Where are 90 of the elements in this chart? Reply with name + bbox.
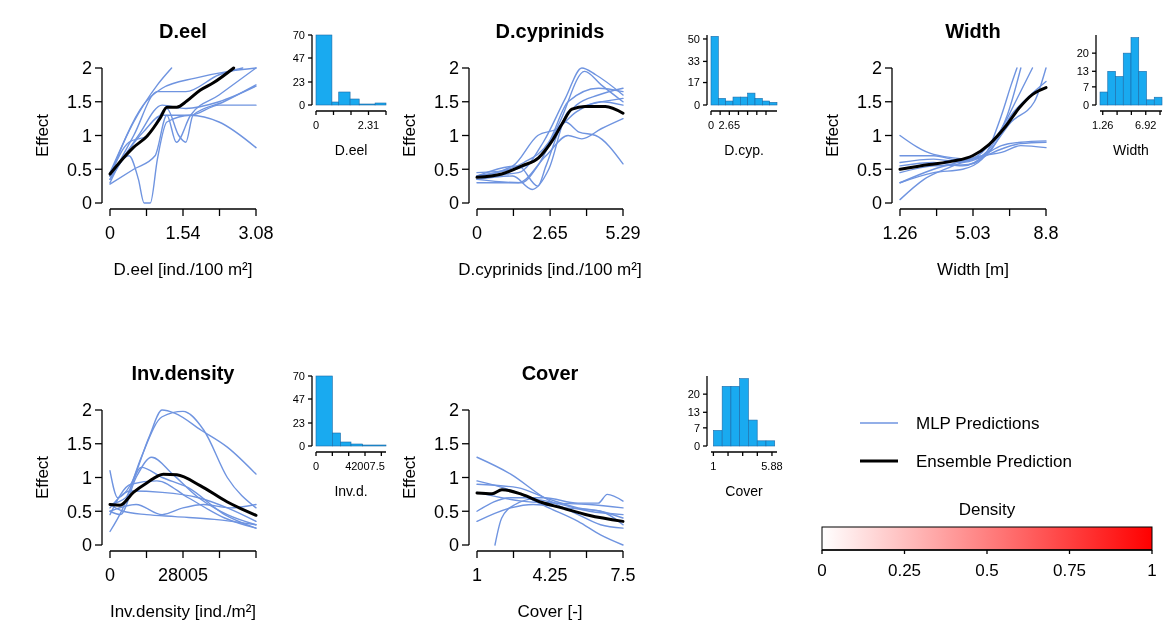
x-tick-label: 28005 <box>157 565 209 586</box>
y-tick-label: 0.5 <box>433 159 459 180</box>
x-tick-label: 6.92 <box>1135 119 1157 132</box>
y-tick-label: 0 <box>693 98 700 111</box>
x-tick-label: 0 <box>104 223 116 244</box>
y-tick-label: 0 <box>298 439 305 452</box>
y-tick-label: 20 <box>687 388 700 400</box>
y-tick-label: 0 <box>1082 98 1089 111</box>
y-tick-label: 17 <box>687 76 700 89</box>
x-axis-title: D.cyprinids [ind./100 m²] <box>458 260 642 279</box>
y-tick-label: 2 <box>871 58 882 79</box>
x-axis-title: Cover <box>725 483 763 499</box>
y-tick-label: 50 <box>687 32 700 45</box>
y-axis-title: Effect <box>823 113 842 158</box>
y-tick-label: 2 <box>448 400 459 421</box>
y-tick-label: 0.5 <box>856 159 882 180</box>
x-tick-label: 0 <box>471 223 483 244</box>
y-axis-title: Effect <box>33 113 52 158</box>
x-tick-label: 5.29 <box>605 223 641 244</box>
x-axis-title: Width <box>1113 142 1149 158</box>
x-tick-label: 5.03 <box>955 223 991 244</box>
x-axis-title: D.eel <box>334 142 368 158</box>
y-axis-title: Effect <box>400 455 419 500</box>
x-axis-title: D.eel [ind./100 m²] <box>113 260 253 279</box>
y-tick-label: 33 <box>687 55 700 68</box>
y-tick-label: 0 <box>871 193 882 214</box>
y-tick-label: 0 <box>448 535 459 556</box>
y-tick-label: 70 <box>292 369 305 382</box>
y-tick-label: 0.5 <box>66 501 92 522</box>
y-tick-label: 2 <box>448 58 459 79</box>
x-tick-label: 0 <box>312 119 320 132</box>
x-axis-title: Width [m] <box>937 260 1009 279</box>
x-tick-label: 7.5 <box>610 565 636 586</box>
color-bar-label: 0.5 <box>975 561 999 581</box>
x-tick-label: 0 <box>707 119 715 132</box>
x-tick-label: 8.8 <box>1033 223 1059 244</box>
y-tick-label: 0 <box>298 98 305 111</box>
color-bar-title: Density <box>958 500 1016 519</box>
chart-title: Inv.density <box>131 362 236 384</box>
y-tick-label: 0.5 <box>433 501 459 522</box>
legend-label: Ensemble Prediction <box>916 451 1072 471</box>
x-tick-label: 3.08 <box>238 223 274 244</box>
chart-title: Cover <box>521 362 579 384</box>
legend-label: MLP Predictions <box>916 413 1040 433</box>
x-axis-title: Cover [-] <box>517 602 583 621</box>
color-bar-label: 0.25 <box>887 561 922 581</box>
y-tick-label: 13 <box>1076 65 1089 78</box>
y-tick-label: 1.5 <box>433 434 459 455</box>
chart-title: D.cyprinids <box>495 20 605 42</box>
y-tick-label: 1.5 <box>856 92 882 113</box>
y-tick-label: 1.5 <box>66 92 92 113</box>
x-tick-label: 2.31 <box>357 119 380 132</box>
y-tick-label: 0 <box>693 439 700 452</box>
y-tick-label: 7 <box>693 421 700 434</box>
y-axis-title: Effect <box>33 455 52 500</box>
chart-title: Width <box>945 20 1001 42</box>
y-tick-label: 0 <box>81 193 92 214</box>
y-tick-label: 0 <box>448 193 459 214</box>
y-tick-label: 20 <box>1076 47 1089 59</box>
y-tick-label: 1.5 <box>66 434 92 455</box>
x-tick-label: 5.88 <box>761 460 783 473</box>
y-tick-label: 2 <box>81 58 92 79</box>
x-tick-label: 4.25 <box>532 565 568 586</box>
x-tick-label: 1.54 <box>165 223 201 244</box>
x-axis-title: D.cyp. <box>724 142 764 158</box>
x-tick-label: 0 <box>104 565 116 586</box>
y-axis-title: Effect <box>400 113 419 158</box>
y-tick-label: 23 <box>292 75 305 88</box>
y-tick-label: 47 <box>292 51 305 64</box>
x-tick-label: 1 <box>471 565 483 586</box>
y-tick-label: 13 <box>687 406 700 419</box>
y-tick-label: 1.5 <box>433 92 459 113</box>
x-tick-label: 42007.5 <box>345 460 385 473</box>
y-tick-label: 0 <box>81 535 92 556</box>
color-bar-label: 0.75 <box>1052 561 1087 581</box>
y-tick-label: 2 <box>81 400 92 421</box>
x-tick-label: 2.65 <box>718 119 741 132</box>
y-tick-label: 47 <box>292 392 305 405</box>
chart-title: D.eel <box>159 20 207 42</box>
x-axis-title: Inv.d. <box>334 483 368 499</box>
x-axis-title: Inv.density [ind./m²] <box>109 602 257 621</box>
y-tick-label: 70 <box>292 28 305 41</box>
x-tick-label: 1.26 <box>1092 119 1114 132</box>
x-tick-label: 1.26 <box>882 223 918 244</box>
y-tick-label: 23 <box>292 416 305 429</box>
y-tick-label: 7 <box>1082 80 1089 93</box>
y-tick-label: 0.5 <box>66 159 92 180</box>
x-tick-label: 1 <box>710 460 717 473</box>
x-tick-label: 2.65 <box>532 223 568 244</box>
x-tick-label: 0 <box>312 460 320 473</box>
